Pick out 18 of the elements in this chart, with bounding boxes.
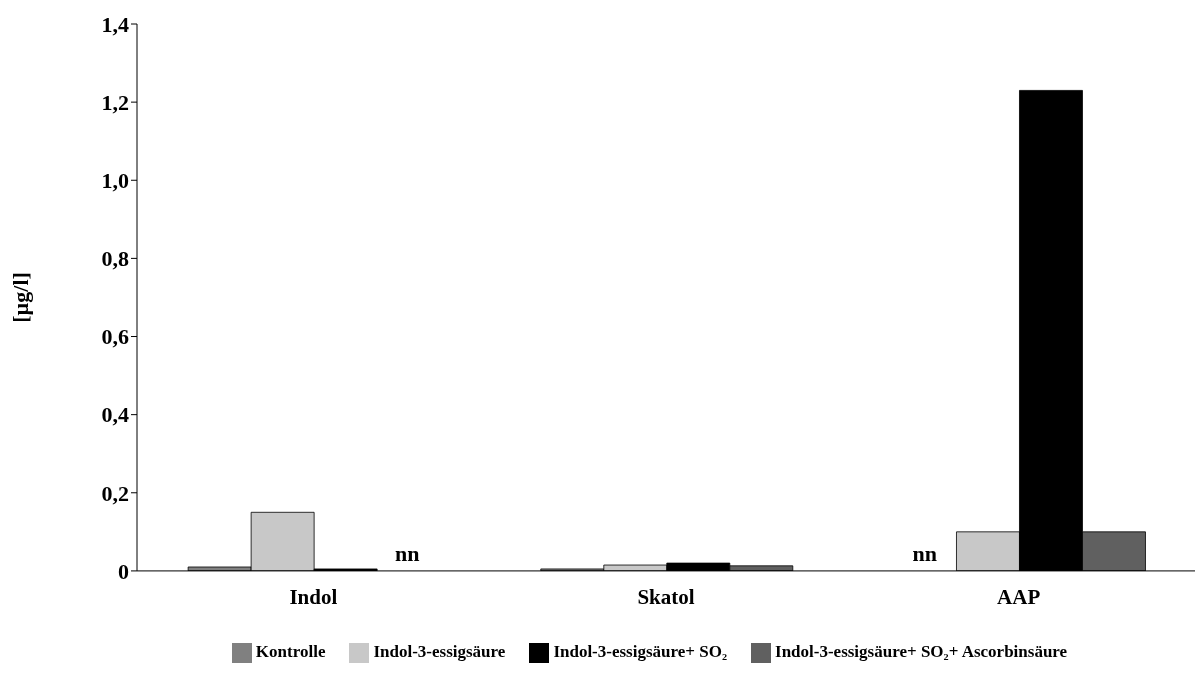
y-axis-title: [µg/l]	[7, 272, 33, 323]
legend-label: Indol-3-essigsäure	[373, 641, 506, 661]
annotation: nn	[912, 540, 938, 566]
y-tick-label: 0,2	[101, 480, 129, 506]
annotation: nn	[394, 540, 420, 566]
y-tick-label: 1,0	[101, 168, 129, 194]
x-tick-label: Indol	[289, 584, 338, 609]
y-tick-label: 0,6	[101, 324, 129, 350]
legend-label: Kontrolle	[255, 641, 326, 661]
y-tick-label: 1,4	[101, 11, 129, 37]
legend-label: Indol-3-essigsäure+ SO₂+ Ascorbinsäure	[775, 641, 1068, 661]
y-tick-label: 0,8	[101, 246, 129, 272]
y-tick-label: 0,4	[101, 402, 129, 428]
x-tick-label: Skatol	[637, 584, 695, 609]
legend-label: Indol-3-essigsäure+ SO₂	[553, 641, 728, 661]
y-tick-label: 0	[118, 558, 129, 584]
y-tick-label: 1,2	[101, 89, 129, 115]
x-tick-label: AAP	[997, 584, 1041, 609]
